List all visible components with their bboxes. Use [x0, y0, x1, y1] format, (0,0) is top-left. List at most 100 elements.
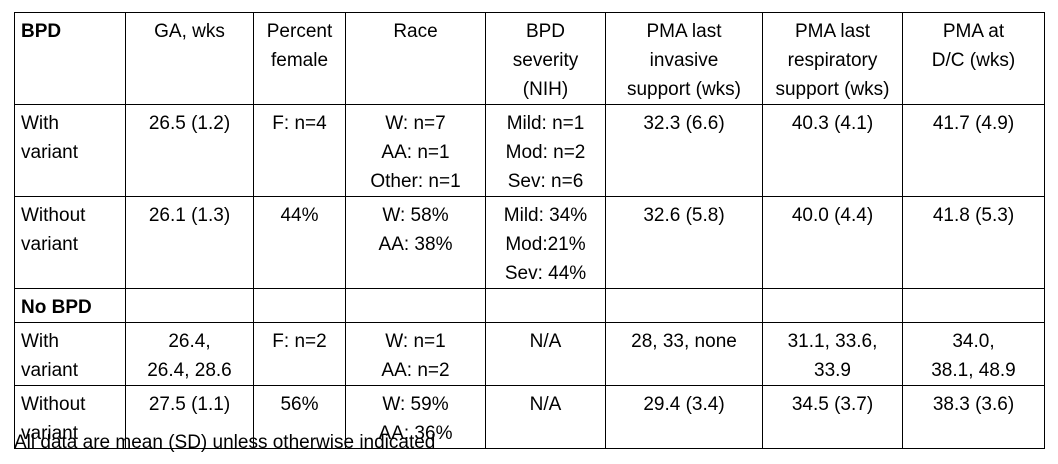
cell-ga: 27.5 (1.1) [125, 385, 254, 449]
cell-value: Other: n=1 [370, 171, 461, 192]
row-label-line: With [21, 331, 59, 352]
cell-value: 38.1, 48.9 [931, 360, 1016, 381]
header-cell-ga: GA, wks [125, 12, 254, 105]
header-pma-dc-line: D/C (wks) [931, 50, 1016, 71]
row-label-cell: Without variant [14, 385, 126, 449]
row-label-line: With [21, 113, 59, 134]
header-pma-resp-line: support (wks) [775, 79, 890, 100]
header-race-label: Race [393, 21, 438, 42]
cell-value: 41.8 (5.3) [932, 205, 1015, 226]
cell-female: F: n=4 [253, 104, 346, 197]
empty-cell [902, 288, 1045, 323]
cell-pma-resp: 34.5 (3.7) [762, 385, 903, 449]
cell-value: 26.1 (1.3) [148, 205, 231, 226]
header-cell-pma-resp: PMA last respiratory support (wks) [762, 12, 903, 105]
header-pma-dc-line: PMA at [942, 21, 1005, 42]
cell-value: W: 59% [382, 394, 449, 415]
table-row: Without variant 26.1 (1.3) 44% W: 58% AA: 38%… [14, 196, 1045, 289]
cell-value: 32.6 (5.8) [643, 205, 725, 226]
table-body: BPD GA, wks Percent female Race BPD seve… [14, 12, 1045, 449]
cell-value: Mild: n=1 [506, 113, 585, 134]
header-row: BPD GA, wks Percent female Race BPD seve… [14, 12, 1045, 105]
cell-pma-invasive: 32.3 (6.6) [605, 104, 763, 197]
cell-value: F: n=2 [272, 331, 327, 352]
cell-pma-invasive: 29.4 (3.4) [605, 385, 763, 449]
row-label-cell: With variant [14, 104, 126, 197]
cell-value: 28, 33, none [631, 331, 737, 352]
cell-pma-dc: 41.8 (5.3) [902, 196, 1045, 289]
cell-ga: 26.4, 26.4, 28.6 [125, 322, 254, 386]
cell-race: W: n=7 AA: n=1 Other: n=1 [345, 104, 486, 197]
header-severity-line: severity [512, 50, 579, 71]
header-severity-line: BPD [525, 21, 566, 42]
cell-pma-resp: 31.1, 33.6, 33.9 [762, 322, 903, 386]
row-label-line: Without [21, 205, 86, 226]
cell-value: 56% [280, 394, 319, 415]
header-pma-resp-line: respiratory [787, 50, 878, 71]
cell-pma-resp: 40.0 (4.4) [762, 196, 903, 289]
cell-pma-dc: 38.3 (3.6) [902, 385, 1045, 449]
cell-value: 29.4 (3.4) [643, 394, 725, 415]
empty-cell [762, 288, 903, 323]
cell-pma-invasive: 32.6 (5.8) [605, 196, 763, 289]
table-row: Without variant 27.5 (1.1) 56% W: 59% AA: 36%… [14, 385, 1045, 449]
header-cell-group: BPD [14, 12, 126, 105]
row-label-line: Without [21, 394, 86, 415]
cell-value: W: 58% [382, 205, 449, 226]
section-row: No BPD [14, 288, 1045, 323]
cell-value: 27.5 (1.1) [148, 394, 231, 415]
header-ga-label: GA, wks [154, 21, 225, 42]
cell-value: 26.4, [168, 331, 211, 352]
cell-value: 41.7 (4.9) [932, 113, 1015, 134]
cell-race: W: n=1 AA: n=2 [345, 322, 486, 386]
header-cell-female: Percent female [253, 12, 346, 105]
cell-value: Mod:21% [505, 234, 586, 255]
cell-value: AA: 36% [378, 423, 453, 444]
empty-cell [253, 288, 346, 323]
cell-value: 32.3 (6.6) [643, 113, 725, 134]
cell-female: 56% [253, 385, 346, 449]
cell-pma-dc: 41.7 (4.9) [902, 104, 1045, 197]
cell-value: Sev: 44% [504, 263, 587, 284]
cell-ga: 26.5 (1.2) [125, 104, 254, 197]
cell-race: W: 58% AA: 38% [345, 196, 486, 289]
header-pma-invasive-line: invasive [649, 50, 719, 71]
cell-value: W: n=1 [385, 331, 446, 352]
header-cell-pma-invasive: PMA last invasive support (wks) [605, 12, 763, 105]
cell-pma-dc: 34.0, 38.1, 48.9 [902, 322, 1045, 386]
empty-cell [125, 288, 254, 323]
empty-cell [485, 288, 606, 323]
cell-value: 40.3 (4.1) [791, 113, 874, 134]
row-label-line: variant [21, 234, 79, 255]
cell-value: 31.1, 33.6, [787, 331, 878, 352]
cell-pma-invasive: 28, 33, none [605, 322, 763, 386]
cell-ga: 26.1 (1.3) [125, 196, 254, 289]
cell-value: 34.0, [952, 331, 995, 352]
cell-value: 33.9 [814, 360, 851, 381]
cell-value: N/A [529, 394, 562, 415]
table-row: With variant 26.4, 26.4, 28.6 F: n=2 W: n=1 AA… [14, 322, 1045, 386]
cell-female: F: n=2 [253, 322, 346, 386]
cell-severity: N/A [485, 322, 606, 386]
cell-value: AA: n=2 [381, 360, 450, 381]
header-female-line: Percent [266, 21, 333, 42]
cell-value: Mild: 34% [503, 205, 588, 226]
header-pma-resp-line: PMA last [795, 21, 870, 42]
row-label-cell: With variant [14, 322, 126, 386]
header-female-line: female [270, 50, 329, 71]
cell-race: W: 59% AA: 36% [345, 385, 486, 449]
header-cell-race: Race [345, 12, 486, 105]
section-label: No BPD [21, 297, 92, 318]
header-group-label: BPD [21, 21, 62, 42]
cell-pma-resp: 40.3 (4.1) [762, 104, 903, 197]
cell-value: Sev: n=6 [507, 171, 584, 192]
empty-cell [605, 288, 763, 323]
cell-value: 40.0 (4.4) [791, 205, 874, 226]
cell-severity: Mild: 34% Mod:21% Sev: 44% [485, 196, 606, 289]
cell-value: 26.5 (1.2) [148, 113, 231, 134]
row-label-line: variant [21, 360, 79, 381]
cell-value: AA: n=1 [381, 142, 450, 163]
cell-value: W: n=7 [385, 113, 446, 134]
cell-value: 44% [280, 205, 319, 226]
